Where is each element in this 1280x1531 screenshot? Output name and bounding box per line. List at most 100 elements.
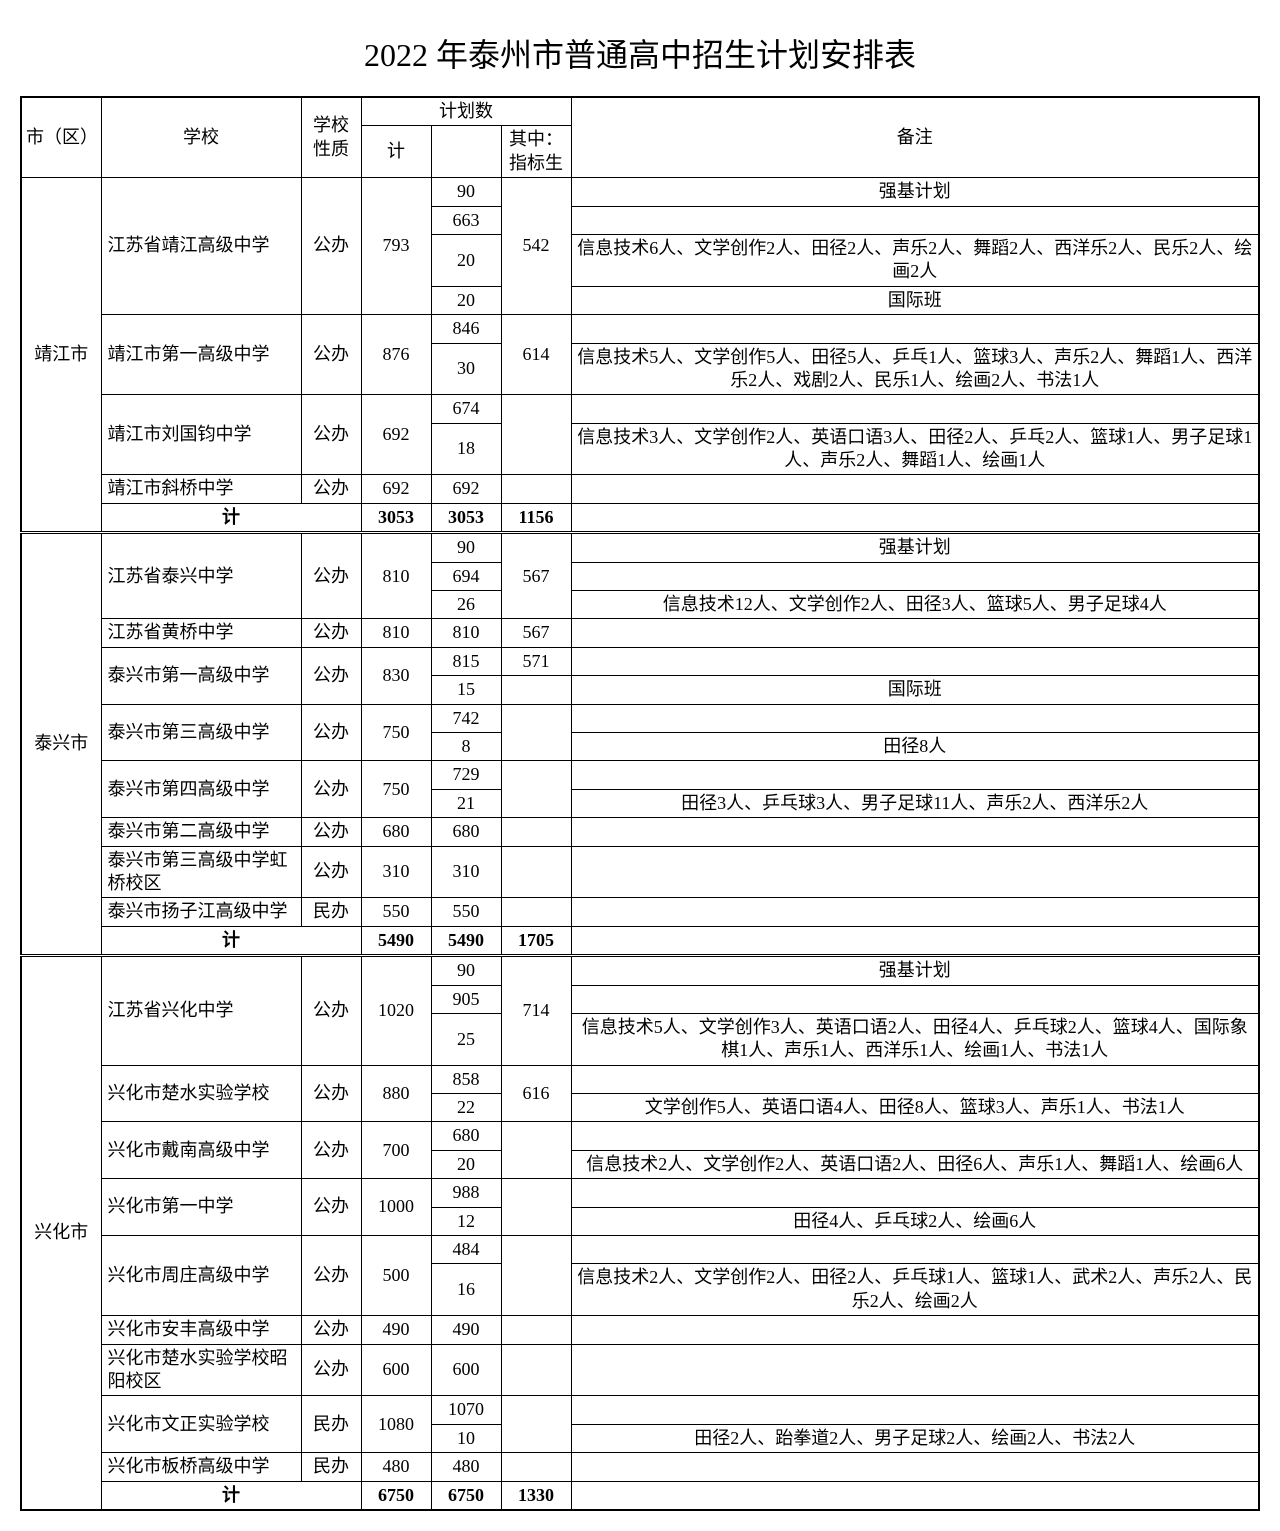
- sub-count-cell: 905: [431, 985, 501, 1013]
- subtotal-sub: 5490: [431, 926, 501, 955]
- table-row: 泰兴市江苏省泰兴中学公办81090567强基计划: [21, 533, 1259, 562]
- total-cell: 480: [361, 1453, 431, 1481]
- table-row: 江苏省黄桥中学公办810810567: [21, 619, 1259, 647]
- school-type-cell: 公办: [301, 475, 361, 503]
- remark-cell: [571, 1122, 1259, 1150]
- table-row: 兴化市板桥高级中学民办480480: [21, 1453, 1259, 1481]
- subtotal-total: 5490: [361, 926, 431, 955]
- remark-cell: [571, 1316, 1259, 1344]
- table-row: 靖江市斜桥中学公办692692: [21, 475, 1259, 503]
- sub-count-cell: 15: [431, 676, 501, 704]
- zbs-cell: 571: [501, 647, 571, 675]
- school-type-cell: 公办: [301, 1122, 361, 1179]
- school-type-cell: 公办: [301, 1316, 361, 1344]
- hdr-school: 学校: [101, 97, 301, 178]
- school-type-cell: 公办: [301, 395, 361, 475]
- sub-count-cell: 729: [431, 761, 501, 789]
- total-cell: 750: [361, 704, 431, 761]
- remark-cell: [571, 1179, 1259, 1207]
- school-cell: 兴化市戴南高级中学: [101, 1122, 301, 1179]
- remark-cell: 国际班: [571, 676, 1259, 704]
- remark-cell: 强基计划: [571, 956, 1259, 985]
- sub-count-cell: 90: [431, 956, 501, 985]
- page-title: 2022 年泰州市普通高中招生计划安排表: [20, 30, 1260, 76]
- sub-count-cell: 846: [431, 315, 501, 343]
- table-row: 泰兴市第四高级中学公办750729: [21, 761, 1259, 789]
- sub-count-cell: 810: [431, 619, 501, 647]
- school-cell: 泰兴市第三高级中学: [101, 704, 301, 761]
- table-row: 兴化市江苏省兴化中学公办102090714强基计划: [21, 956, 1259, 985]
- remark-cell: [571, 818, 1259, 846]
- sub-count-cell: 680: [431, 1122, 501, 1150]
- school-type-cell: 公办: [301, 647, 361, 704]
- school-cell: 兴化市文正实验学校: [101, 1396, 301, 1453]
- sub-count-cell: 16: [431, 1264, 501, 1316]
- remark-cell: 田径4人、乒乓球2人、绘画6人: [571, 1207, 1259, 1235]
- sub-count-cell: 22: [431, 1094, 501, 1122]
- sub-count-cell: 694: [431, 562, 501, 590]
- school-type-cell: 公办: [301, 178, 361, 315]
- remark-cell: [571, 562, 1259, 590]
- remark-cell: [571, 395, 1259, 423]
- hdr-plan: 计划数: [361, 97, 571, 126]
- zbs-cell: [501, 761, 571, 818]
- subtotal-remark: [571, 1481, 1259, 1510]
- hdr-zbs: 其中：指标生: [501, 126, 571, 178]
- table-row: 靖江市第一高级中学公办876846614: [21, 315, 1259, 343]
- sub-count-cell: 484: [431, 1236, 501, 1264]
- total-cell: 810: [361, 533, 431, 619]
- subtotal-sub: 3053: [431, 503, 501, 532]
- hdr-type: 学校性质: [301, 97, 361, 178]
- sub-count-cell: 742: [431, 704, 501, 732]
- school-type-cell: 公办: [301, 1344, 361, 1396]
- school-cell: 泰兴市第三高级中学虹桥校区: [101, 846, 301, 898]
- school-cell: 兴化市安丰高级中学: [101, 1316, 301, 1344]
- sub-count-cell: 858: [431, 1065, 501, 1093]
- remark-cell: 信息技术2人、文学创作2人、田径2人、乒乓球1人、篮球1人、武术2人、声乐2人、…: [571, 1264, 1259, 1316]
- subtotal-remark: [571, 503, 1259, 532]
- zbs-cell: 616: [501, 1065, 571, 1122]
- table-row: 泰兴市扬子江高级中学民办550550: [21, 898, 1259, 926]
- remark-cell: 信息技术3人、文学创作2人、英语口语3人、田径2人、乒乓2人、篮球1人、男子足球…: [571, 423, 1259, 475]
- remark-cell: [571, 1344, 1259, 1396]
- zbs-cell: [501, 1316, 571, 1344]
- zbs-cell: [501, 1396, 571, 1453]
- sub-count-cell: 25: [431, 1013, 501, 1065]
- school-cell: 兴化市楚水实验学校: [101, 1065, 301, 1122]
- remark-cell: 信息技术6人、文学创作2人、田径2人、声乐2人、舞蹈2人、西洋乐2人、民乐2人、…: [571, 234, 1259, 286]
- total-cell: 1020: [361, 956, 431, 1066]
- table-row: 兴化市安丰高级中学公办490490: [21, 1316, 1259, 1344]
- total-cell: 600: [361, 1344, 431, 1396]
- table-row: 兴化市周庄高级中学公办500484: [21, 1236, 1259, 1264]
- zbs-cell: [501, 475, 571, 503]
- sub-count-cell: 490: [431, 1316, 501, 1344]
- sub-count-cell: 692: [431, 475, 501, 503]
- sub-count-cell: 20: [431, 234, 501, 286]
- table-row: 泰兴市第三高级中学公办750742: [21, 704, 1259, 732]
- school-type-cell: 公办: [301, 1065, 361, 1122]
- sub-count-cell: 600: [431, 1344, 501, 1396]
- remark-cell: [571, 206, 1259, 234]
- zbs-cell: 614: [501, 315, 571, 395]
- subtotal-zbs: 1705: [501, 926, 571, 955]
- school-type-cell: 公办: [301, 761, 361, 818]
- sub-count-cell: 20: [431, 286, 501, 314]
- region-cell: 兴化市: [21, 956, 101, 1510]
- school-cell: 江苏省靖江高级中学: [101, 178, 301, 315]
- sub-count-cell: 310: [431, 846, 501, 898]
- school-type-cell: 公办: [301, 315, 361, 395]
- subtotal-remark: [571, 926, 1259, 955]
- total-cell: 692: [361, 475, 431, 503]
- school-type-cell: 公办: [301, 818, 361, 846]
- total-cell: 490: [361, 1316, 431, 1344]
- table-row: 泰兴市第二高级中学公办680680: [21, 818, 1259, 846]
- table-row: 泰兴市第一高级中学公办830815571: [21, 647, 1259, 675]
- sub-count-cell: 26: [431, 591, 501, 619]
- subtotal-total: 6750: [361, 1481, 431, 1510]
- zbs-cell: [501, 818, 571, 846]
- total-cell: 1080: [361, 1396, 431, 1453]
- remark-cell: [571, 1236, 1259, 1264]
- subtotal-label: 计: [101, 926, 361, 955]
- zbs-cell: [501, 1179, 571, 1236]
- total-cell: 830: [361, 647, 431, 704]
